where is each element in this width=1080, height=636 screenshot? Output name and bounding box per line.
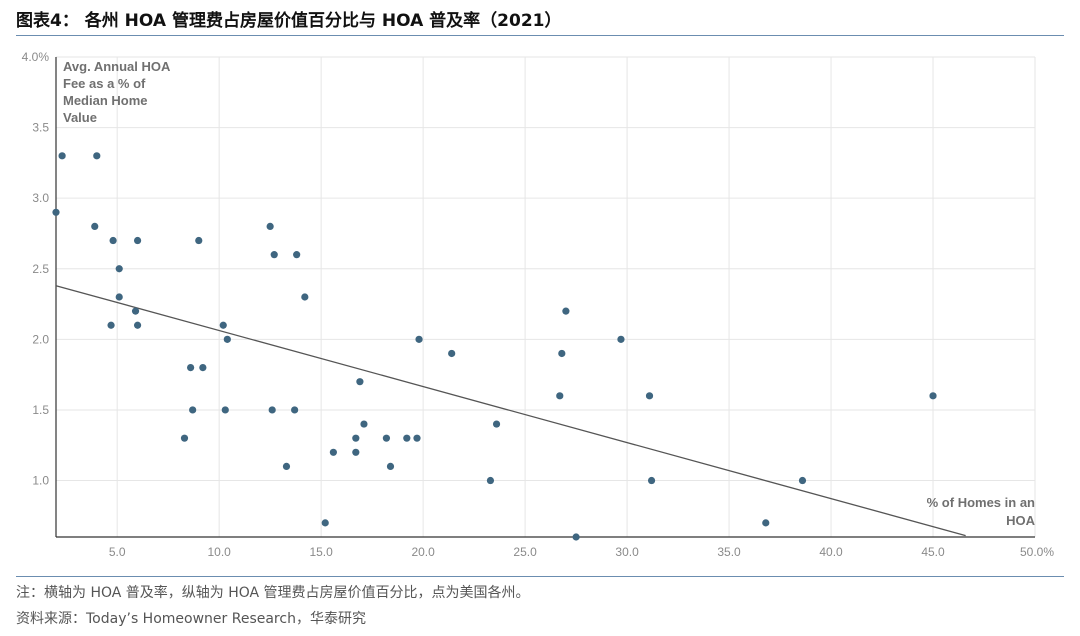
- x-tick-label: 50.0%: [1020, 545, 1054, 559]
- data-point: [572, 533, 580, 541]
- data-point: [562, 307, 570, 315]
- y-axis-label-line: Fee as a % of: [63, 76, 146, 91]
- trendline-group: [55, 285, 966, 537]
- x-axis-label-line: % of Homes in an: [927, 495, 1035, 510]
- data-point: [558, 349, 566, 358]
- data-point: [58, 152, 66, 160]
- data-point: [293, 251, 301, 259]
- data-point: [221, 406, 229, 414]
- data-point: [180, 434, 189, 442]
- x-tick-label: 30.0: [615, 545, 639, 559]
- data-point: [352, 434, 360, 442]
- footer-divider: [16, 576, 1064, 577]
- x-tick-label: 45.0: [921, 545, 945, 559]
- y-tick-label: 3.5: [32, 121, 49, 135]
- y-axis-label-line: Value: [63, 110, 97, 125]
- trendline: [55, 285, 966, 537]
- x-tick-label: 35.0: [717, 545, 741, 559]
- tick-labels: 5.0 10.0 15.0 20.0 25.0 30.0 35.0 40.0 45.0 50.0%…: [22, 50, 1055, 559]
- data-point: [321, 519, 329, 527]
- x-tick-label: 20.0: [411, 545, 435, 559]
- y-axis-label-line: Median Home: [63, 93, 148, 108]
- data-point: [199, 363, 207, 372]
- data-points: [52, 152, 937, 541]
- source-note: 资料来源：Today’s Homeowner Research，华泰研究: [16, 611, 366, 627]
- y-tick-label: 3.0: [32, 191, 49, 205]
- title-divider: [16, 35, 1064, 36]
- x-tick-label: 40.0: [819, 545, 843, 559]
- chart-note: 注：横轴为 HOA 普及率，纵轴为 HOA 管理费占房屋价值百分比，点为美国各州…: [16, 585, 530, 601]
- x-tick-label: 5.0: [109, 545, 126, 559]
- data-point: [352, 448, 360, 456]
- data-point: [486, 476, 495, 485]
- data-point: [645, 392, 654, 400]
- axes: [55, 57, 1035, 538]
- data-point: [386, 462, 395, 471]
- data-point: [291, 406, 299, 414]
- data-point: [617, 335, 625, 343]
- data-point: [93, 152, 101, 160]
- data-point: [329, 448, 337, 456]
- data-point: [929, 392, 937, 400]
- data-point: [266, 222, 274, 231]
- page-title: 图表4： 各州 HOA 管理费占房屋价值百分比与 HOA 普及率（2021）: [16, 11, 562, 31]
- data-point: [131, 307, 140, 315]
- data-point: [115, 293, 123, 301]
- data-point: [556, 392, 564, 400]
- y-axis-label: Avg. Annual HOA Fee as a % of Median Home V…: [63, 59, 171, 125]
- data-point: [189, 406, 197, 414]
- grid-lines: [56, 56, 1036, 537]
- data-point: [268, 406, 276, 414]
- data-point: [415, 335, 423, 343]
- data-point: [91, 222, 99, 231]
- y-tick-label: 2.5: [32, 262, 49, 276]
- x-axis-label-line: HOA: [1006, 513, 1036, 528]
- y-tick-label: 2.0: [32, 332, 49, 346]
- data-point: [133, 236, 142, 245]
- x-tick-label: 10.0: [207, 545, 231, 559]
- data-point: [647, 476, 656, 485]
- data-point: [109, 236, 117, 245]
- data-point: [219, 321, 227, 329]
- data-point: [360, 420, 368, 428]
- data-point: [187, 363, 195, 372]
- x-tick-label: 25.0: [513, 545, 537, 559]
- data-point: [195, 236, 203, 245]
- data-point: [762, 519, 770, 527]
- y-tick-label: 1.0: [32, 474, 49, 488]
- data-point: [52, 208, 60, 216]
- x-tick-label: 15.0: [309, 545, 333, 559]
- data-point: [107, 321, 115, 329]
- data-point: [403, 434, 411, 442]
- axis-annotations: Avg. Annual HOA Fee as a % of Median Home V…: [63, 59, 1036, 528]
- data-point: [223, 335, 231, 343]
- x-axis-label: % of Homes in an HOA: [927, 495, 1036, 528]
- data-point: [270, 251, 278, 259]
- y-tick-label: 4.0%: [22, 50, 50, 64]
- data-point: [492, 420, 501, 428]
- data-point: [356, 378, 364, 386]
- data-point: [301, 293, 309, 301]
- y-tick-label: 1.5: [32, 403, 49, 417]
- data-point: [413, 434, 421, 442]
- data-point: [448, 349, 456, 358]
- data-point: [115, 265, 123, 273]
- data-point: [382, 434, 391, 442]
- data-point: [798, 476, 807, 485]
- data-point: [133, 321, 142, 329]
- y-axis-label-line: Avg. Annual HOA: [63, 59, 171, 74]
- data-point: [282, 462, 291, 471]
